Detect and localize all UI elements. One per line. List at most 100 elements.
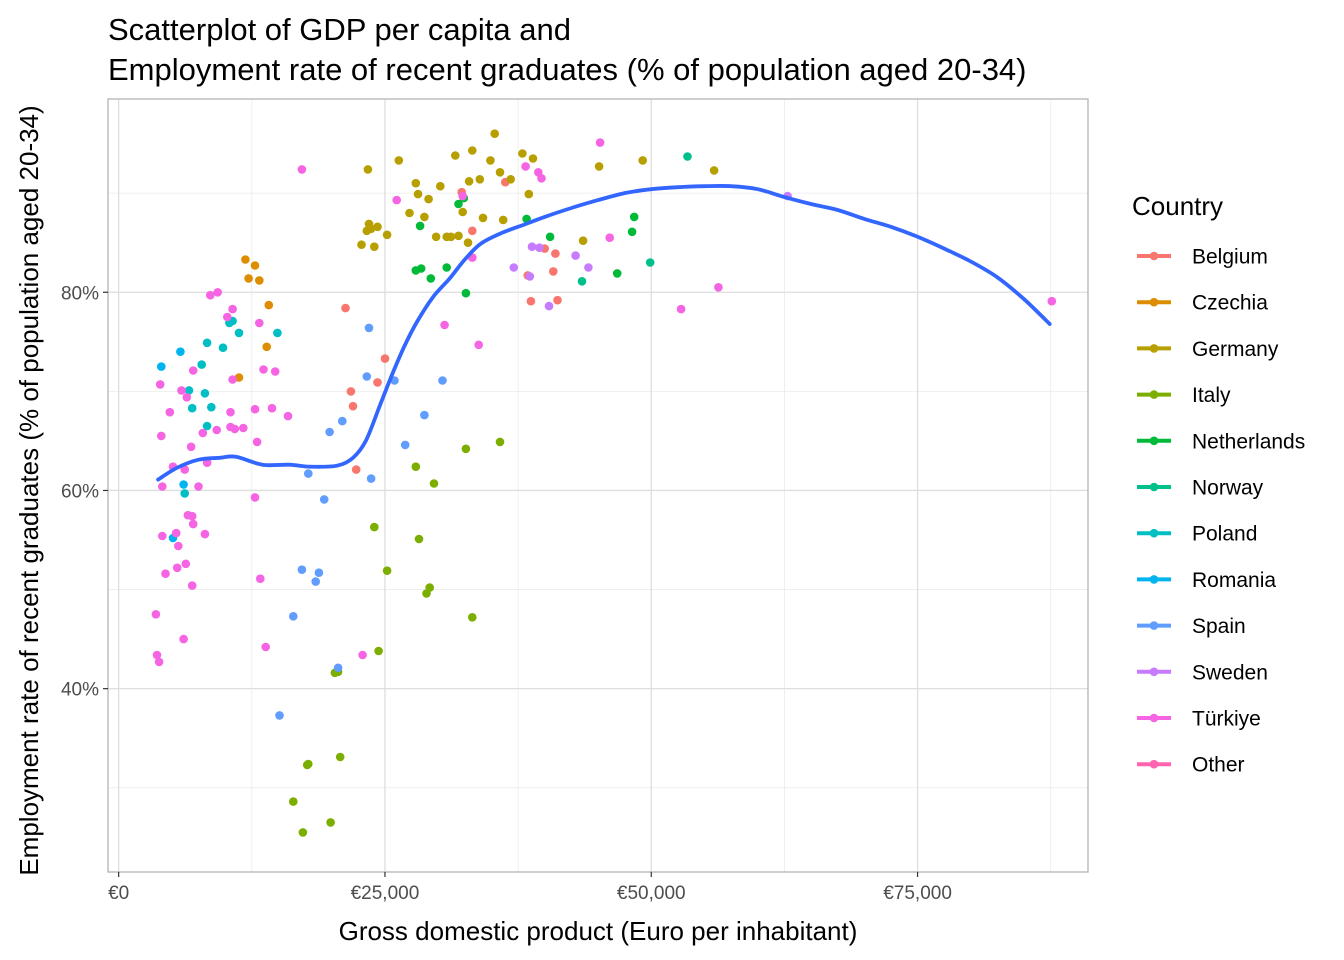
legend-key-point [1149,667,1159,677]
data-point [184,386,194,395]
data-point [464,177,474,186]
data-point [714,283,723,292]
legend-item-belgium: Belgium [1137,246,1268,269]
data-point [218,343,228,353]
data-point [151,610,161,619]
data-point [709,166,719,175]
data-point [584,263,593,272]
legend-label: Germany [1192,338,1279,361]
data-point [468,226,477,236]
legend-item-romania: Romania [1137,569,1276,592]
y-tick-label: 40% [61,680,99,701]
data-point [179,480,188,489]
legend-label: Czechia [1192,292,1268,315]
data-point [537,174,546,183]
data-point [495,168,505,177]
data-point [181,559,191,569]
data-point [446,232,456,242]
major-gridlines [108,99,1088,872]
data-point [198,428,208,438]
data-point [545,232,555,242]
data-point [431,232,441,242]
data-point [474,340,484,350]
data-point [605,233,614,242]
data-point [187,511,197,521]
data-point [518,149,527,158]
data-point [373,222,382,232]
data-point [382,230,392,240]
data-point [486,156,495,165]
data-point [341,303,350,313]
data-point [544,301,554,311]
data-point [311,577,321,586]
data-point [415,221,425,231]
data-point [413,189,423,199]
x-tick-label: €50,000 [617,883,686,904]
data-point [405,208,414,218]
data-point [304,469,313,478]
legend-item-other: Other [1137,754,1245,777]
data-point [157,362,166,371]
chart-title: Scatterplot of GDP per capita and Employ… [108,12,1027,87]
legend-label: Türkiye [1192,708,1261,731]
data-point [180,465,189,474]
data-point [535,243,544,252]
legend-item-italy: Italy [1137,384,1231,407]
data-point [638,156,647,165]
data-point [429,479,439,488]
data-point [152,650,162,660]
x-tick-label: €25,000 [351,883,420,904]
data-point [577,277,587,286]
legend-item-czechia: Czechia [1137,292,1268,315]
chart-title-line-2: Employment rate of recent graduates (% o… [108,52,1027,87]
data-point [177,386,186,395]
legend-key-point [1149,390,1159,399]
legend-item-türkiye: Türkiye [1137,708,1261,731]
data-point [370,522,379,532]
data-point [524,189,534,199]
chart-title-line-1: Scatterplot of GDP per capita and [108,12,571,47]
data-point [498,215,508,225]
y-axis: 40% 60% 80% [61,283,108,701]
data-points [151,129,1057,837]
data-point [490,129,500,138]
data-point [200,529,210,539]
data-point [357,240,366,249]
data-point [366,474,376,483]
data-point [416,264,426,273]
data-point [461,288,471,298]
data-point [645,258,655,267]
data-point [521,162,530,171]
data-point [194,482,203,491]
data-point [414,534,424,544]
legend-label: Romania [1192,569,1276,592]
data-point [187,403,197,413]
data-point [463,238,473,247]
legend-item-germany: Germany [1137,338,1279,361]
legend-key-point [1149,713,1159,723]
data-point [250,261,260,270]
legend-label: Netherlands [1192,430,1305,453]
data-point [468,146,477,155]
data-point [241,255,250,264]
data-point [255,574,265,583]
legend-label: Poland [1192,523,1257,546]
plot-panel [107,98,1089,873]
data-point [157,431,166,441]
trend-line [156,184,1052,482]
data-point [400,440,410,450]
legend-key-point [1149,759,1159,769]
data-point [252,437,262,447]
data-point [207,402,216,412]
data-point [549,267,558,276]
y-tick-label: 60% [61,481,99,502]
data-point [526,296,536,306]
data-point [373,378,382,387]
data-point [197,360,206,369]
panel-border [107,98,1089,873]
data-point [267,403,277,413]
data-point [454,231,463,241]
data-point [262,342,272,352]
